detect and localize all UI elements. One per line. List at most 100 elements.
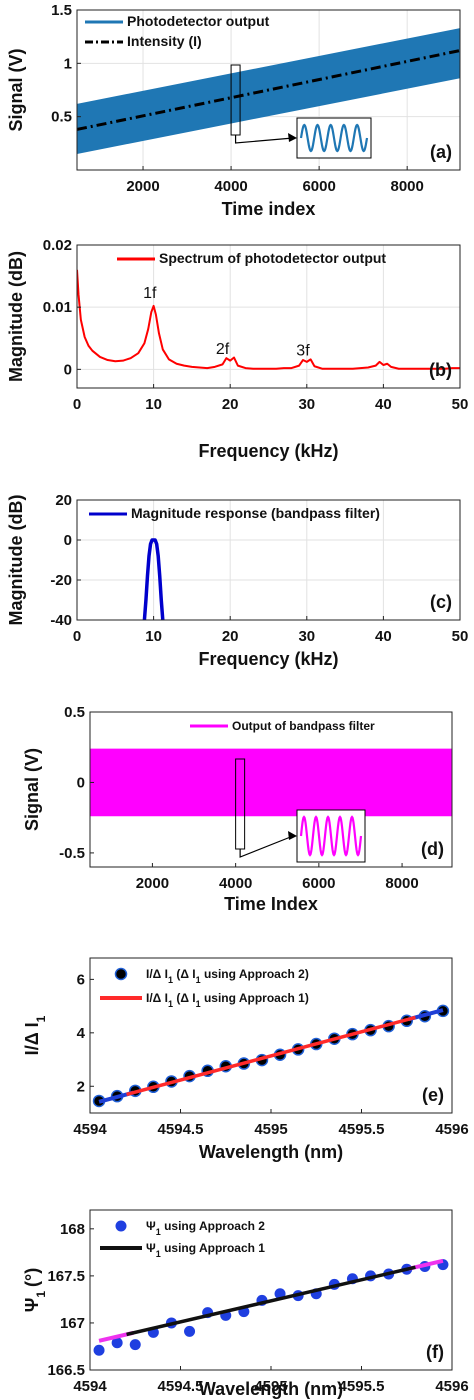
y-tick-label: 1 <box>64 55 72 72</box>
series-d-0-band <box>90 748 452 817</box>
plot-area-d <box>90 748 452 817</box>
x-tick-label: 4000 <box>219 875 252 892</box>
x-tick-label: 20 <box>222 396 239 413</box>
x-axis-label: Frequency (kHz) <box>198 649 338 669</box>
y-tick-label: 0.02 <box>43 237 72 254</box>
plot-area-b <box>77 269 460 370</box>
zoom-arrowhead-d <box>288 831 297 840</box>
legend-entry-name: Output of bandpass filter <box>232 719 375 733</box>
x-tick-label: 50 <box>452 396 469 413</box>
y-tick-label: 20 <box>55 492 72 509</box>
x-tick-label: 30 <box>298 628 315 645</box>
zoom-arrowhead-a <box>288 133 297 142</box>
legend-entry: Ψ1 using Approach 2 <box>146 1219 265 1237</box>
x-tick-label: 4595 <box>254 1121 287 1138</box>
panel-label: (f) <box>426 1342 444 1362</box>
y-axis-label-sub: 1 <box>34 1015 48 1022</box>
y-tick-label: 6 <box>77 971 85 988</box>
zoom-arrow-d <box>239 835 294 858</box>
legend-entry-rest: (Δ I <box>173 991 196 1005</box>
legend-marker <box>115 1220 127 1232</box>
x-tick-label: 8000 <box>385 875 418 892</box>
y-tick-label: 167 <box>60 1315 85 1332</box>
legend-f: Ψ1 using Approach 2Ψ1 using Approach 1 <box>100 1219 265 1259</box>
legend-entry-name: Spectrum of photodetector output <box>159 250 386 266</box>
x-tick-label: 4000 <box>214 178 247 195</box>
series-f-0-point <box>93 1344 105 1356</box>
legend-entry-sub2: 1 <box>196 999 201 1009</box>
legend-entry-sub: 1 <box>156 1227 161 1237</box>
legend-entry: Intensity (I) <box>127 33 202 49</box>
legend-entry-name: Ψ <box>146 1219 156 1233</box>
x-tick-label: 4596 <box>435 1121 468 1138</box>
legend-entry: I/Δ I1 (Δ I1 using Approach 1) <box>146 991 309 1009</box>
x-tick-label: 50 <box>452 628 469 645</box>
y-tick-label: 1.5 <box>51 2 72 19</box>
axes-frame-f <box>89 1209 453 1371</box>
legend-marker <box>114 967 128 981</box>
y-axis-label-sub: 1 <box>34 1291 48 1298</box>
panel-label: (b) <box>429 360 452 380</box>
x-tick-label: 4595.5 <box>339 1378 385 1395</box>
y-tick-label: 0.5 <box>51 109 72 126</box>
x-axis-label: Frequency (kHz) <box>198 441 338 461</box>
chart-d: 2000 4000 6000 8000 -0.5 0 0.5 Time Index Signal… <box>22 704 453 914</box>
y-axis-label-main: Signal (V) <box>22 748 42 831</box>
x-tick-label: 0 <box>73 396 81 413</box>
legend-entry-end: using Approach 2) <box>201 967 309 981</box>
y-axis-label-group: Magnitude (dB) <box>6 251 26 382</box>
y-tick-label: 2 <box>77 1078 85 1095</box>
legend-entry-end: using Approach 1 <box>161 1241 266 1255</box>
y-axis-label: Magnitude (dB) <box>6 251 26 382</box>
legend-entry-sub: 1 <box>168 999 173 1009</box>
chart-f: 4594 4594.5 4595 4595.5 4596 166.5 167 167.5 168… <box>22 1209 469 1399</box>
x-tick-label: 4594.5 <box>158 1378 204 1395</box>
series-b-0-line <box>77 269 460 370</box>
y-tick-label: -20 <box>50 572 72 589</box>
series-f-0-point <box>184 1325 196 1337</box>
series-f-1-line <box>126 1265 416 1337</box>
y-tick-label: -40 <box>50 612 72 629</box>
legend-entry-sub2: 1 <box>196 975 201 985</box>
x-tick-label: 4596 <box>435 1378 468 1395</box>
x-tick-label: 40 <box>375 628 392 645</box>
x-tick-label: 4594.5 <box>158 1121 204 1138</box>
x-tick-label: 10 <box>145 628 162 645</box>
plot-area-f <box>93 1258 449 1356</box>
panel-label: (d) <box>421 839 444 859</box>
y-axis-label: Ψ1 (°) <box>22 1268 48 1312</box>
x-tick-label: 30 <box>298 396 315 413</box>
chart-e: 4594 4594.5 4595 4595.5 4596 2 4 6 Wavelength (n… <box>22 957 469 1162</box>
axes-frame-a <box>76 9 461 171</box>
legend-b: Spectrum of photodetector output <box>117 250 386 266</box>
legend-entry-name: I/Δ I <box>146 967 168 981</box>
legend-entry-name: Ψ <box>146 1241 156 1255</box>
y-tick-label: 0 <box>64 361 72 378</box>
series-e-1-line <box>126 1015 416 1097</box>
legend-entry: Magnitude response (bandpass filter) <box>131 505 380 521</box>
legend-a: Photodetector output Intensity (I) <box>85 13 270 49</box>
y-tick-label: 168 <box>60 1221 85 1238</box>
x-tick-label: 4594 <box>73 1121 107 1138</box>
plot-area-e <box>92 1004 450 1108</box>
legend-entry-name: Intensity (I) <box>127 33 202 49</box>
legend-entry-name: I/Δ I <box>146 991 168 1005</box>
y-axis-label: Magnitude (dB) <box>6 495 26 626</box>
axes-frame-d <box>89 711 453 868</box>
x-tick-label: 4594 <box>73 1378 107 1395</box>
y-tick-label: 4 <box>77 1025 86 1042</box>
y-tick-label: 0.01 <box>43 299 72 316</box>
x-tick-label: 10 <box>145 396 162 413</box>
plot-area-a <box>77 28 460 155</box>
y-tick-label: 166.5 <box>47 1362 85 1379</box>
panel-label: (c) <box>430 592 452 612</box>
zoom-arrow-a <box>234 135 294 144</box>
y-tick-label: 167.5 <box>47 1268 85 1285</box>
annotation-label: 1f <box>143 285 157 302</box>
x-axis-label: Wavelength (nm) <box>199 1142 343 1162</box>
zoom-waveform-d <box>299 815 363 857</box>
chart-b: 0 10 20 30 40 50 0 0.01 0.02 Frequency (kHz) Magni… <box>6 237 468 461</box>
plot-area-c <box>142 538 165 620</box>
axes-frame-b <box>76 244 461 389</box>
